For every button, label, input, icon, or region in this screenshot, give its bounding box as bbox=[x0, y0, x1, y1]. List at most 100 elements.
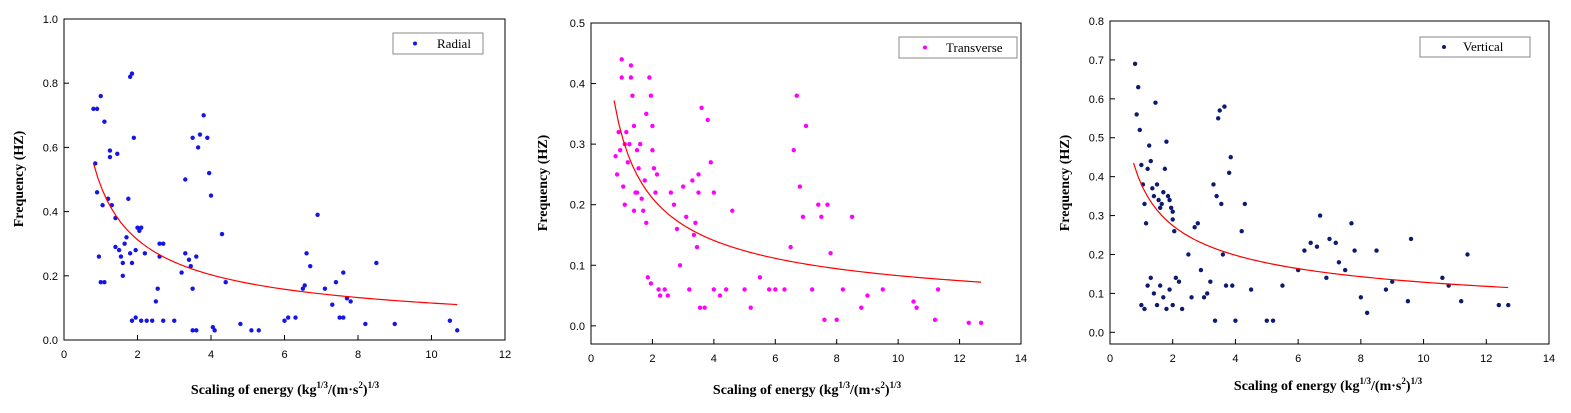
radial-data-point bbox=[341, 270, 346, 275]
vertical-data-point bbox=[1186, 252, 1191, 257]
vertical-data-point bbox=[1139, 162, 1144, 168]
vertical-data-point bbox=[1327, 236, 1332, 242]
radial-x-tick-label: 0 bbox=[61, 349, 67, 361]
transverse-data-point bbox=[674, 226, 680, 232]
radial-data-point bbox=[190, 286, 195, 291]
transverse-data-point bbox=[803, 123, 809, 129]
vertical-data-point bbox=[1132, 61, 1138, 67]
radial-plot-frame bbox=[63, 18, 506, 341]
transverse-data-point bbox=[766, 287, 772, 292]
vertical-data-point bbox=[1198, 267, 1204, 273]
transverse-y-tick-label: 0.3 bbox=[570, 139, 585, 151]
radial-data-point bbox=[133, 315, 138, 320]
transverse-data-point bbox=[849, 214, 855, 220]
radial-y-tick-label: 0.2 bbox=[43, 271, 58, 283]
vertical-y-tick-label: 0.1 bbox=[1089, 288, 1104, 300]
transverse-data-point bbox=[622, 202, 627, 207]
transverse-data-point bbox=[708, 160, 713, 165]
radial-x-ticks: 0 2 4 6 8 10 12 bbox=[61, 335, 511, 361]
radial-data-point bbox=[115, 151, 120, 157]
transverse-data-point bbox=[647, 75, 652, 80]
transverse-data-point bbox=[636, 166, 641, 171]
radial-data-point bbox=[190, 328, 195, 333]
vertical-data-point bbox=[1146, 143, 1152, 148]
transverse-data-point bbox=[614, 172, 620, 177]
transverse-legend: Transverse bbox=[898, 36, 1018, 59]
transverse-x-tick-label: 10 bbox=[892, 353, 904, 365]
vertical-data-point bbox=[1192, 225, 1197, 230]
vertical-plot-frame bbox=[1109, 20, 1550, 345]
transverse-x-tick-label: 8 bbox=[834, 353, 840, 365]
radial-data-point bbox=[337, 315, 342, 320]
vertical-data-point bbox=[1156, 197, 1161, 203]
vertical-x-tick-label: 12 bbox=[1480, 353, 1492, 365]
radial-data-point bbox=[374, 260, 379, 266]
vertical-data-point bbox=[1143, 221, 1149, 226]
transverse-data-point bbox=[690, 178, 695, 183]
vertical-data-point bbox=[1217, 108, 1222, 113]
radial-data-point bbox=[157, 241, 162, 246]
vertical-data-point bbox=[1170, 217, 1175, 222]
transverse-data-point bbox=[880, 287, 885, 292]
radial-data-point bbox=[161, 318, 166, 323]
transverse-y-tick-label: 0.4 bbox=[570, 79, 585, 91]
radial-data-point bbox=[322, 286, 328, 291]
radial-data-point bbox=[183, 177, 188, 182]
vertical-y-axis-title: Frequency (HZ) bbox=[1058, 134, 1073, 231]
vertical-data-point bbox=[1154, 182, 1160, 187]
vertical-legend-marker bbox=[1442, 45, 1446, 49]
transverse-data-point bbox=[705, 117, 710, 123]
vertical-data-point bbox=[1220, 252, 1226, 257]
transverse-data-point bbox=[662, 287, 667, 292]
vertical-data-point bbox=[1214, 193, 1219, 199]
transverse-data-point bbox=[624, 129, 629, 135]
vertical-data-point bbox=[1408, 236, 1414, 242]
vertical-data-point bbox=[1333, 240, 1338, 246]
radial-data-point bbox=[133, 247, 138, 253]
vertical-data-point bbox=[1151, 291, 1157, 296]
radial-data-point bbox=[194, 254, 199, 259]
vertical-data-point bbox=[1157, 205, 1163, 210]
radial-data-point bbox=[137, 228, 142, 234]
transverse-data-point bbox=[797, 184, 803, 189]
transverse-data-point bbox=[791, 147, 796, 153]
vertical-data-point bbox=[1148, 158, 1153, 164]
transverse-data-point bbox=[691, 232, 697, 238]
vertical-data-point bbox=[1195, 221, 1201, 226]
radial-data-point bbox=[455, 328, 460, 333]
vertical-data-point bbox=[1264, 318, 1269, 323]
radial-data-point bbox=[144, 318, 149, 323]
vertical-data-point bbox=[1364, 310, 1370, 316]
transverse-x-tick-label: 2 bbox=[649, 353, 655, 365]
radial-data-point bbox=[183, 251, 188, 256]
vertical-data-point bbox=[1314, 244, 1320, 249]
transverse-data-point bbox=[634, 190, 640, 195]
transverse-data-point bbox=[717, 293, 723, 298]
vertical-data-point bbox=[1324, 275, 1329, 281]
transverse-data-point bbox=[631, 123, 637, 129]
vertical-data-point bbox=[1465, 252, 1470, 257]
transverse-data-point bbox=[616, 129, 621, 135]
vertical-chart: 0 2 4 6 8 10 12 14 0.00.10.20.30.40.50.60.70.8 … bbox=[1058, 16, 1555, 394]
transverse-x-tick-label: 12 bbox=[953, 353, 965, 365]
radial-data-point bbox=[116, 247, 122, 253]
vertical-x-tick-label: 4 bbox=[1232, 353, 1238, 365]
radial-data-point bbox=[330, 302, 335, 307]
radial-data-point bbox=[94, 190, 100, 195]
radial-data-point bbox=[392, 321, 397, 327]
vertical-y-tick-label: 0.2 bbox=[1089, 249, 1104, 261]
vertical-x-tick-label: 14 bbox=[1543, 353, 1555, 365]
radial-data-point bbox=[179, 270, 184, 275]
vertical-data-point bbox=[1223, 283, 1229, 288]
vertical-data-point bbox=[1164, 306, 1169, 312]
vertical-data-point bbox=[1172, 228, 1177, 234]
radial-y-axis-title: Frequency (HZ) bbox=[12, 130, 27, 227]
radial-data-point bbox=[348, 299, 353, 304]
radial-data-point bbox=[363, 321, 368, 327]
radial-points bbox=[91, 71, 460, 333]
vertical-data-point bbox=[1228, 155, 1233, 160]
transverse-data-point bbox=[840, 287, 846, 292]
vertical-data-point bbox=[1159, 201, 1164, 207]
transverse-data-point bbox=[825, 202, 830, 207]
transverse-data-point bbox=[711, 190, 717, 195]
